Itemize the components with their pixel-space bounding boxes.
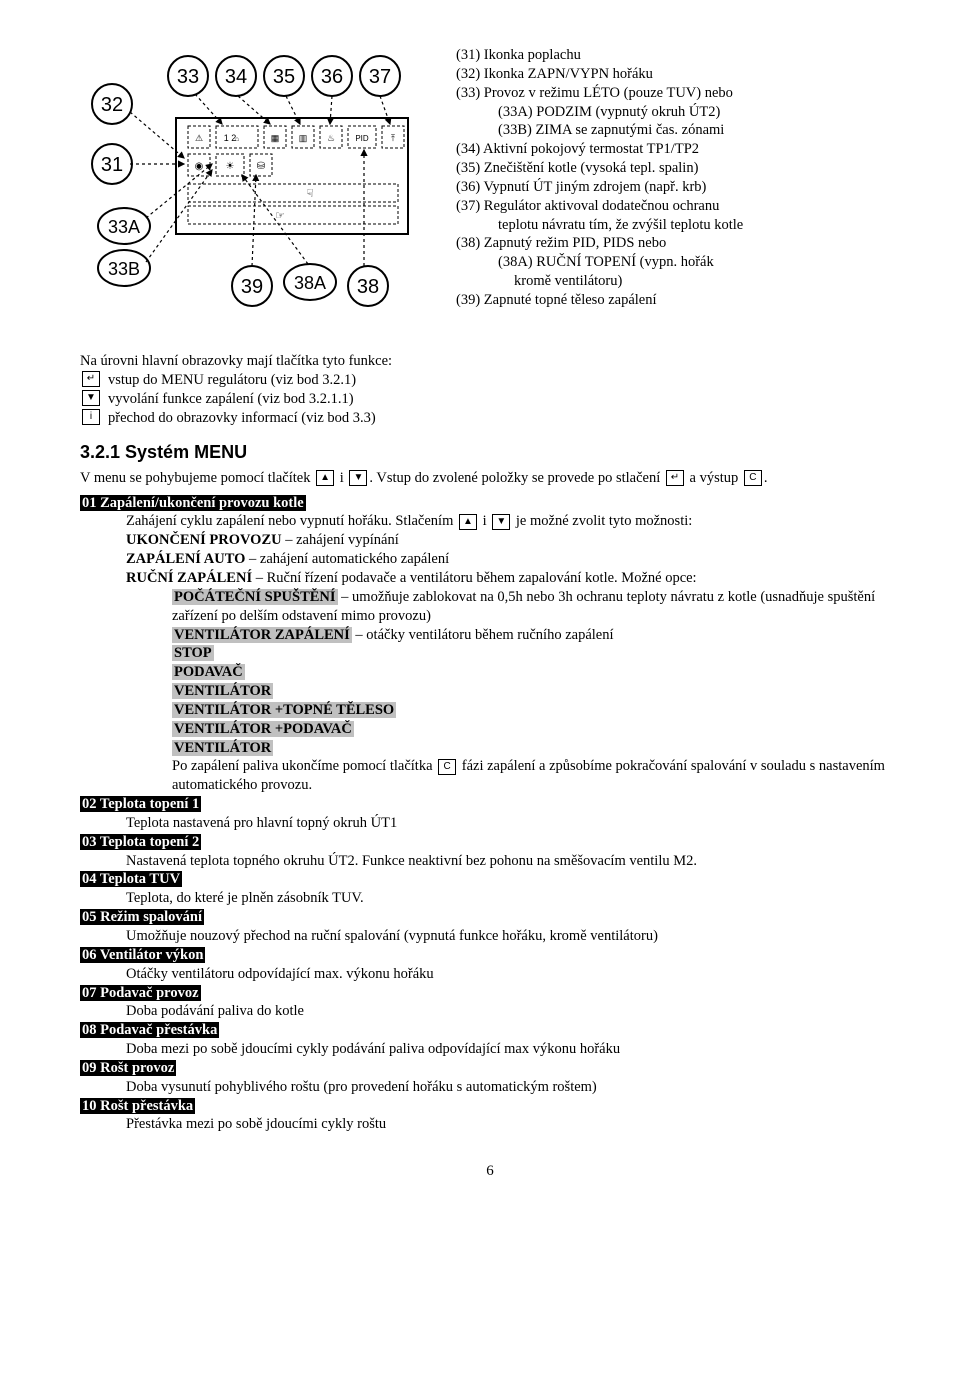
menu-03-header: 03 Teplota topení 2 [80,834,201,850]
down-key-icon: ▼ [349,470,367,486]
svg-text:34: 34 [225,66,247,88]
svg-text:38A: 38A [294,273,326,293]
info-key-icon: i [82,409,100,425]
menu-09-header: 09 Rošt provoz [80,1060,176,1076]
menu-09-body: Doba vysunutí pohyblivého roštu (pro pro… [80,1078,900,1097]
svg-text:38: 38 [357,276,379,298]
legend-35: (35) Znečištění kotle (vysoká tepl. spal… [456,159,900,178]
svg-text:☟: ☟ [307,188,314,200]
svg-text:33A: 33A [108,217,140,237]
control-panel-diagram: ⚠ 1 2 ⌂ ▦ ▥ ♨ PID ⤒ ◉ ☀ ⛁ [80,40,440,320]
svg-text:32: 32 [101,94,123,116]
c-key-icon: C [438,759,456,775]
fn-enter: vstup do MENU regulátoru (viz bod 3.2.1) [108,371,356,390]
svg-text:33: 33 [177,66,199,88]
top-block: ⚠ 1 2 ⌂ ▦ ▥ ♨ PID ⤒ ◉ ☀ ⛁ [80,40,900,320]
functions-intro: Na úrovni hlavní obrazovky mají tlačítka… [80,352,900,371]
fn-info: přechod do obrazovky informací (viz bod … [108,409,376,428]
up-key-icon: ▲ [459,514,477,530]
enter-key-icon: ↵ [82,371,100,387]
menu-08-header: 08 Podavač přestávka [80,1022,219,1038]
legend-34: (34) Aktivní pokojový termostat TP1/TP2 [456,140,900,159]
legend-38a2: kromě ventilátoru) [456,272,900,291]
legend-37b: teplotu návratu tím, že zvýšil teplotu k… [456,216,900,235]
svg-text:⤒: ⤒ [391,133,395,143]
menu-03-body: Nastavená teplota topného okruhu ÚT2. Fu… [80,852,900,871]
button-functions-list: ↵ vstup do MENU regulátoru (viz bod 3.2.… [80,371,900,428]
fn-down: vyvolání funkce zapálení (viz bod 3.2.1.… [108,390,354,409]
menu-04-header: 04 Teplota TUV [80,871,182,887]
legend-32: (32) Ikonka ZAPN/VYPN hořáku [456,65,900,84]
menu-08-body: Doba mezi po sobě jdoucími cykly podáván… [80,1040,900,1059]
manual-ignition-options: POČÁTEČNÍ SPUŠTĚNÍ – umožňuje zablokovat… [126,588,900,795]
menu-01-body: Zahájení cyklu zapálení nebo vypnutí hoř… [80,512,900,795]
svg-text:37: 37 [369,66,391,88]
legend-column: (31) Ikonka poplachu (32) Ikonka ZAPN/VY… [456,40,900,320]
legend-37: (37) Regulátor aktivoval dodatečnou ochr… [456,197,900,216]
menu-06-body: Otáčky ventilátoru odpovídající max. výk… [80,965,900,984]
menu-01-header: 01 Zapálení/ukončení provozu kotle [80,495,306,511]
svg-text:35: 35 [273,66,295,88]
page-number: 6 [80,1162,900,1182]
legend-38a: (38A) RUČNÍ TOPENÍ (vypn. hořák [456,253,900,272]
svg-text:▦: ▦ [271,133,280,143]
svg-text:⌂: ⌂ [235,136,239,143]
svg-text:☞: ☞ [275,210,285,222]
legend-36: (36) Vypnutí ÚT jiným zdrojem (např. krb… [456,178,900,197]
menu-02-body: Teplota nastavená pro hlavní topný okruh… [80,814,900,833]
menu-07-body: Doba podávání paliva do kotle [80,1002,900,1021]
legend-38: (38) Zapnutý režim PID, PIDS nebo [456,234,900,253]
svg-text:⛁: ⛁ [257,161,265,172]
svg-text:31: 31 [101,154,123,176]
menu-10-body: Přestávka mezi po sobě jdoucími cykly ro… [80,1115,900,1134]
svg-text:☀: ☀ [226,161,235,172]
svg-text:◉: ◉ [195,161,204,172]
legend-31: (31) Ikonka poplachu [456,46,900,65]
menu-04-body: Teplota, do které je plněn zásobník TUV. [80,889,900,908]
legend-33: (33) Provoz v režimu LÉTO (pouze TUV) ne… [456,84,900,103]
svg-text:▥: ▥ [299,133,308,143]
enter-key-icon: ↵ [666,470,684,486]
menu-07-header: 07 Podavač provoz [80,985,201,1001]
legend-33b: (33B) ZIMA se zapnutými čas. zónami [456,121,900,140]
svg-text:36: 36 [321,66,343,88]
menu-10-header: 10 Rošt přestávka [80,1098,195,1114]
svg-text:39: 39 [241,276,263,298]
svg-text:♨: ♨ [327,133,335,143]
down-key-icon: ▼ [82,390,100,406]
menu-06-header: 06 Ventilátor výkon [80,947,205,963]
menu-02-header: 02 Teplota topení 1 [80,796,201,812]
menu-nav-description: V menu se pohybujeme pomocí tlačítek ▲ i… [80,469,900,488]
menu-05-body: Umožňuje nouzový přechod na ruční spalov… [80,927,900,946]
down-key-icon: ▼ [492,514,510,530]
legend-39: (39) Zapnuté topné těleso zapálení [456,291,900,310]
svg-text:PID: PID [355,134,369,143]
svg-text:⚠: ⚠ [195,133,203,143]
c-key-icon: C [744,470,762,486]
svg-text:33B: 33B [108,259,140,279]
diagram: ⚠ 1 2 ⌂ ▦ ▥ ♨ PID ⤒ ◉ ☀ ⛁ [80,40,440,320]
up-key-icon: ▲ [316,470,334,486]
section-heading: 3.2.1 Systém MENU [80,441,900,464]
menu-05-header: 05 Režim spalování [80,909,204,925]
legend-33a: (33A) PODZIM (vypnutý okruh ÚT2) [456,103,900,122]
